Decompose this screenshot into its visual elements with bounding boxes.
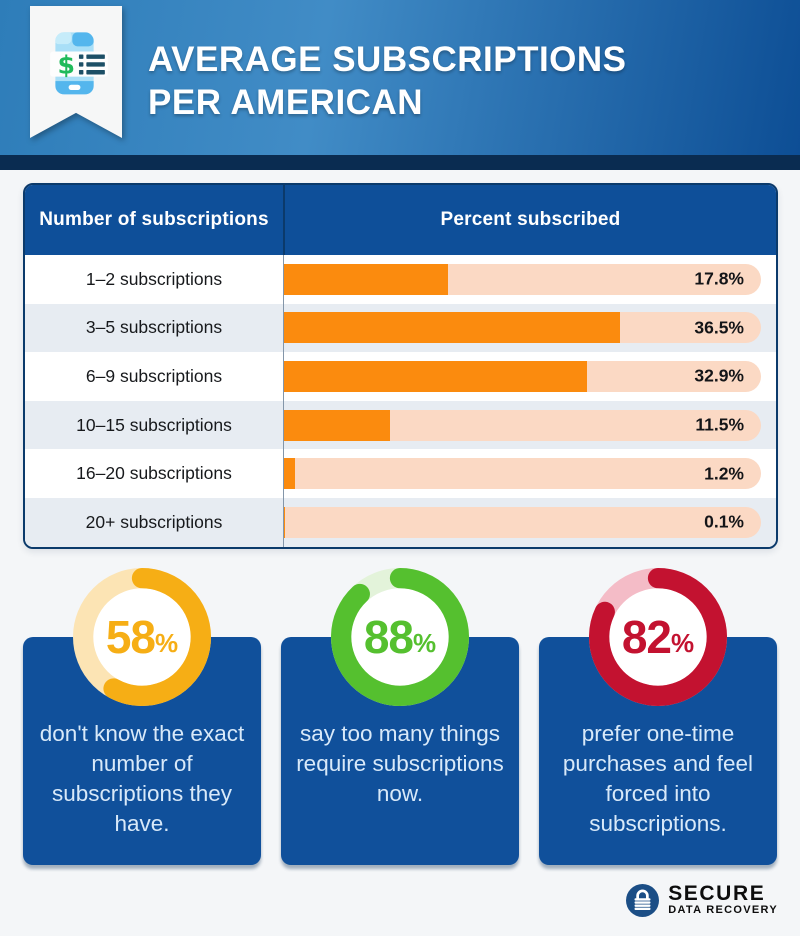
subscriptions-table: Number of subscriptions Percent subscrib…: [23, 183, 778, 549]
row-label: 1–2 subscriptions: [85, 268, 223, 289]
brand-text: SECURE DATA RECOVERY: [668, 883, 778, 917]
donut-chart: 88%: [331, 568, 469, 706]
bar-cell: 36.5%: [283, 303, 776, 353]
donut-number: 58: [105, 611, 156, 663]
donut-number: 82: [621, 611, 672, 663]
donut-chart: 82%: [589, 568, 727, 706]
stat-text: say too many things require subscription…: [296, 721, 504, 806]
page-title-line-1: AVERAGE SUBSCRIPTIONS: [148, 40, 627, 79]
donut-value: 82%: [589, 568, 727, 706]
column-header-percent-subscribed: Percent subscribed: [283, 185, 776, 255]
row-label: 10–15 subscriptions: [76, 414, 232, 435]
table-row: 1–2 subscriptions 17.8%: [25, 255, 776, 304]
hero-header: [0, 0, 800, 155]
table-header-row: Number of subscriptions Percent subscrib…: [25, 185, 776, 255]
bar-track: 0.1%: [284, 506, 761, 538]
brand-name: SECURE: [668, 882, 766, 905]
donut-number: 88: [363, 611, 414, 663]
stat-text: prefer one-time purchases and feel force…: [562, 721, 754, 836]
stat-text: don't know the exact number of subscript…: [39, 721, 245, 836]
bar-fill: [284, 360, 587, 392]
bar-track: 1.2%: [284, 458, 761, 490]
row-label: 6–9 subscriptions: [85, 365, 223, 386]
bar-track: 36.5%: [284, 312, 761, 344]
row-label: 3–5 subscriptions: [85, 317, 223, 338]
page-title: AVERAGE SUBSCRIPTIONS PER AMERICAN: [148, 38, 627, 124]
column-header-number-of-subscriptions: Number of subscriptions: [39, 209, 269, 230]
bar-fill: [284, 506, 285, 538]
bar-value: 0.1%: [704, 511, 744, 532]
table-row: 3–5 subscriptions 36.5%: [25, 303, 776, 353]
bar-fill: [284, 263, 448, 295]
bar-cell: 1.2%: [283, 449, 776, 498]
percent-sign: %: [671, 627, 695, 658]
bar-value: 1.2%: [704, 463, 744, 484]
donut-chart: 58%: [73, 568, 211, 706]
table-rows: 1–2 subscriptions 17.8% 3–5 subscription…: [25, 255, 776, 547]
table-row: 16–20 subscriptions 1.2%: [25, 449, 776, 498]
bar-fill: [284, 312, 620, 344]
bar-value: 36.5%: [694, 317, 744, 338]
phone-dollar-list-icon: $: [50, 32, 108, 95]
header-divider-strip: [0, 155, 800, 170]
stat-card: 82% prefer one-time purchases and feel f…: [539, 568, 777, 865]
stat-card: 58% don't know the exact number of subsc…: [23, 568, 261, 865]
padlock-icon: [626, 883, 660, 917]
percent-sign: %: [413, 627, 437, 658]
donut-ring: [331, 568, 469, 706]
ribbon-banner: $: [30, 6, 122, 138]
bar-value: 11.5%: [695, 414, 744, 435]
bar-cell: 32.9%: [283, 352, 776, 401]
bar-track: 11.5%: [284, 409, 761, 441]
percent-sign: %: [155, 627, 179, 658]
page-title-line-2: PER AMERICAN: [148, 83, 423, 122]
bar-cell: 17.8%: [283, 255, 776, 304]
bar-fill: [284, 458, 296, 490]
bar-value: 17.8%: [694, 268, 744, 289]
bar-value: 32.9%: [694, 365, 744, 386]
bar-cell: 0.1%: [283, 497, 776, 547]
row-label: 20+ subscriptions: [85, 511, 223, 532]
table-row: 6–9 subscriptions 32.9%: [25, 352, 776, 401]
svg-text:$: $: [58, 51, 76, 80]
bar-track: 32.9%: [284, 360, 761, 392]
donut-ring: [73, 568, 211, 706]
bar-track: 17.8%: [284, 263, 761, 295]
donut-value: 88%: [331, 568, 469, 706]
brand-logo: SECURE DATA RECOVERY: [626, 883, 778, 917]
bar-fill: [284, 409, 390, 441]
row-label: 16–20 subscriptions: [76, 463, 232, 484]
brand-subtitle: DATA RECOVERY: [668, 904, 778, 916]
table-row: 10–15 subscriptions 11.5%: [25, 400, 776, 450]
table-row: 20+ subscriptions 0.1%: [25, 497, 776, 547]
donut-value: 58%: [73, 568, 211, 706]
bar-cell: 11.5%: [283, 400, 776, 450]
stat-card: 88% say too many things require subscrip…: [281, 568, 519, 865]
donut-ring: [589, 568, 727, 706]
